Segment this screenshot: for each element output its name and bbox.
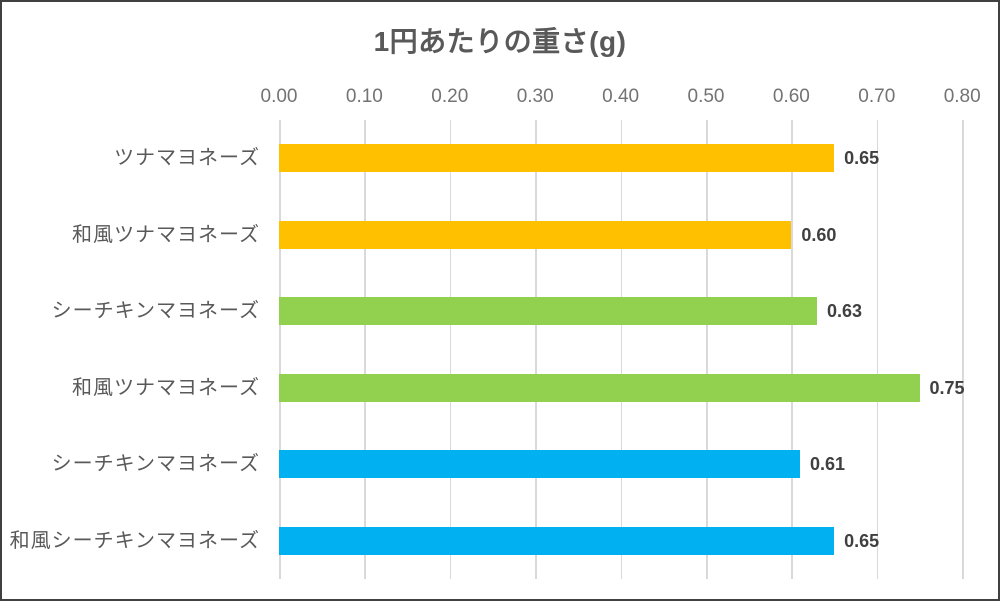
x-tick-label: 0.40 xyxy=(602,86,640,107)
bar xyxy=(279,144,835,173)
x-tick-label: 0.20 xyxy=(431,86,469,107)
x-tick-label: 0.30 xyxy=(516,86,554,107)
gridline xyxy=(279,120,281,579)
category-label: 和風ツナマヨネーズ xyxy=(72,376,260,399)
x-tick-label: 0.80 xyxy=(943,86,981,107)
x-tick-label: 0.10 xyxy=(345,86,383,107)
x-tick-label: 0.00 xyxy=(260,86,298,107)
gridline xyxy=(962,120,964,579)
gridline xyxy=(535,120,537,579)
bar xyxy=(279,373,920,402)
chart-title: 1円あたりの重さ(g) xyxy=(373,26,627,57)
gridline xyxy=(876,120,879,579)
gridline xyxy=(364,120,366,579)
category-label: シーチキンマヨネーズ xyxy=(51,453,260,476)
bar xyxy=(279,297,818,326)
x-tick-label: 0.50 xyxy=(687,86,725,107)
category-label: シーチキンマヨネーズ xyxy=(51,300,260,323)
category-label: 和風ツナマヨネーズ xyxy=(72,223,260,246)
x-tick-label: 0.60 xyxy=(772,86,810,107)
gridline xyxy=(620,120,623,579)
value-label: 0.65 xyxy=(844,148,880,169)
bar xyxy=(279,526,835,555)
bar xyxy=(279,220,792,249)
category-label: 和風シーチキンマヨネーズ xyxy=(9,529,260,552)
value-label: 0.65 xyxy=(844,530,880,551)
bar xyxy=(279,450,800,479)
x-tick-label: 0.70 xyxy=(858,86,896,107)
value-label: 0.60 xyxy=(801,224,837,245)
value-label: 0.75 xyxy=(929,377,965,398)
gridline xyxy=(791,120,793,579)
value-label: 0.61 xyxy=(809,454,845,475)
gridline xyxy=(706,120,708,579)
category-label: ツナマヨネーズ xyxy=(114,147,260,170)
gridline xyxy=(449,120,452,579)
value-label: 0.63 xyxy=(827,301,863,322)
